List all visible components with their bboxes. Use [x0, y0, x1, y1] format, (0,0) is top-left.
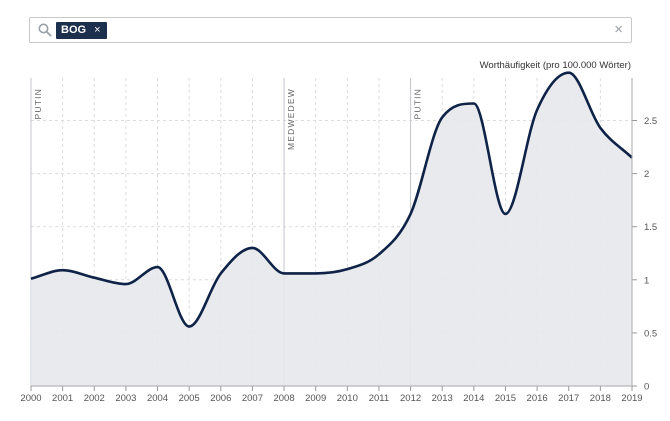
y-axis-label: Worthäufigkeit (pro 100.000 Wörter) — [480, 60, 631, 71]
y-tick-label: 0.5 — [644, 328, 657, 339]
y-tick-label: 1 — [644, 275, 649, 286]
x-tick-label: 2005 — [179, 393, 200, 404]
x-tick-label: 2004 — [147, 393, 168, 404]
y-tick-label: 1.5 — [644, 222, 657, 233]
y-tick-label: 2.5 — [644, 116, 657, 127]
clear-search-icon[interactable]: × — [614, 21, 623, 38]
search-tag-label: BOG — [61, 24, 87, 36]
period-label: MEDWEDEW — [286, 88, 296, 150]
x-tick-label: 2001 — [52, 393, 73, 404]
x-tick-label: 2003 — [115, 393, 136, 404]
x-tick-label: 2013 — [432, 393, 453, 404]
x-tick-label: 2014 — [463, 393, 484, 404]
x-tick-label: 2017 — [558, 393, 579, 404]
x-tick-label: 2009 — [305, 393, 326, 404]
period-label: PUTIN — [33, 88, 43, 120]
series-line — [30, 71, 633, 328]
x-tick-label: 2002 — [84, 393, 105, 404]
x-tick-label: 2000 — [20, 393, 41, 404]
x-tick-label: 2011 — [369, 393, 389, 404]
search-tag: BOG × — [56, 22, 107, 39]
x-tick-label: 2012 — [400, 393, 421, 404]
x-tick-label: 2019 — [621, 393, 642, 404]
series-area-fill — [31, 72, 632, 387]
search-icon — [38, 23, 52, 37]
x-tick-label: 2015 — [495, 393, 516, 404]
x-tick-label: 2008 — [273, 393, 294, 404]
tag-remove-icon[interactable]: × — [94, 24, 101, 36]
search-bar[interactable]: BOG × × — [29, 17, 632, 43]
x-tick-label: 2016 — [527, 393, 548, 404]
x-tick-label: 2007 — [242, 393, 263, 404]
x-tick-label: 2010 — [337, 393, 358, 404]
x-tick-label: 2006 — [210, 393, 231, 404]
period-label: PUTIN — [413, 88, 423, 120]
x-tick-label: 2018 — [590, 393, 611, 404]
y-tick-label: 0 — [644, 382, 649, 393]
y-tick-label: 2 — [644, 169, 649, 180]
